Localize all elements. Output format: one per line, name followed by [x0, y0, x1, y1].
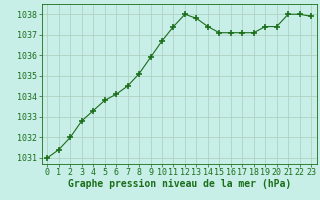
X-axis label: Graphe pression niveau de la mer (hPa): Graphe pression niveau de la mer (hPa)	[68, 179, 291, 189]
